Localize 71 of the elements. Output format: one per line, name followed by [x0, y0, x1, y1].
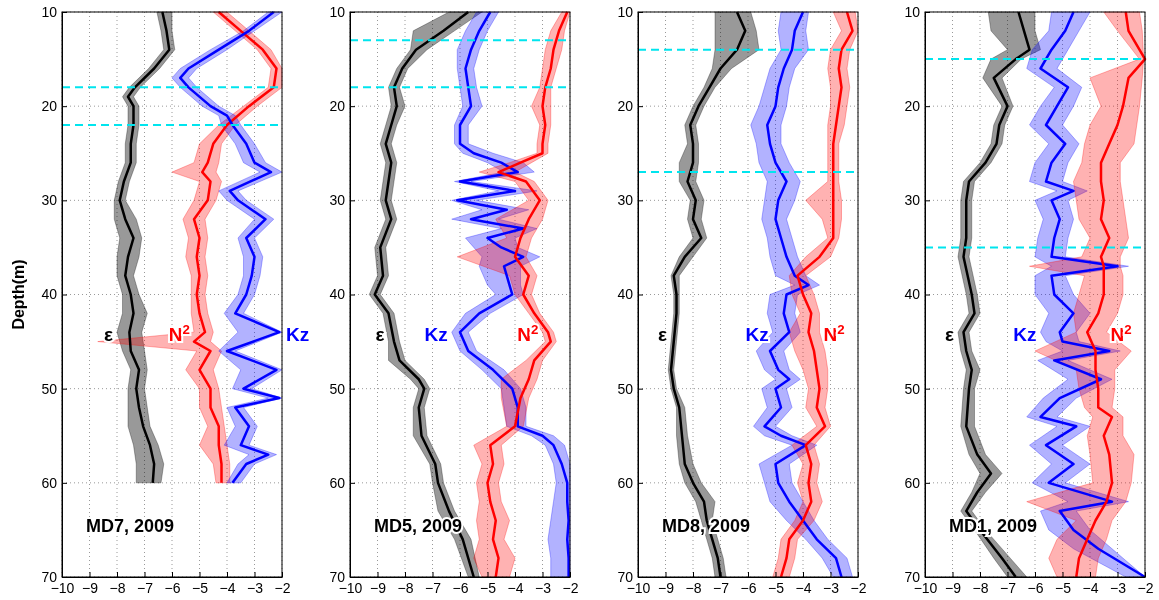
x-tick-label: −6 — [1027, 579, 1044, 596]
series-label: N$^{2}$ — [168, 321, 190, 346]
y-tick-label: 40 — [617, 286, 634, 303]
x-tick-label: −7 — [425, 579, 442, 596]
x-tick-label: −8 — [397, 579, 414, 596]
y-tick-label: 60 — [617, 474, 634, 491]
y-tick-label: 60 — [904, 474, 921, 491]
y-tick-label: 20 — [41, 98, 58, 115]
y-tick-label: 30 — [41, 192, 58, 209]
x-tick-label: −2 — [1137, 579, 1154, 596]
series-label: ε — [103, 324, 113, 346]
x-tick-label: −3 — [247, 579, 264, 596]
y-tick-label: 30 — [904, 192, 921, 209]
x-tick-label: −4 — [219, 579, 236, 596]
x-tick-label: −7 — [137, 579, 154, 596]
y-tick-label: 20 — [904, 98, 921, 115]
x-tick-label: −8 — [685, 579, 702, 596]
x-tick-label: −8 — [109, 579, 126, 596]
series-label: ε — [944, 324, 954, 346]
x-tick-label: −5 — [768, 579, 785, 596]
annotation: MD7, 2009 — [86, 516, 175, 536]
y-tick-label: 20 — [329, 98, 346, 115]
y-tick-label: 10 — [329, 3, 346, 20]
y-tick-label: 30 — [617, 192, 634, 209]
y-tick-label: 40 — [904, 286, 921, 303]
x-tick-label: −6 — [452, 579, 469, 596]
y-tick-label: 10 — [617, 3, 634, 20]
x-tick-label: −5 — [480, 579, 497, 596]
x-tick-label: −4 — [1082, 579, 1099, 596]
y-tick-label: 40 — [329, 286, 346, 303]
y-tick-label: 60 — [329, 474, 346, 491]
y-tick-label: 40 — [41, 286, 58, 303]
x-tick-label: −6 — [740, 579, 757, 596]
x-tick-label: −8 — [972, 579, 989, 596]
x-tick-label: −2 — [850, 579, 867, 596]
x-tick-label: −2 — [562, 579, 579, 596]
y-tick-label: 30 — [329, 192, 346, 209]
x-tick-label: −3 — [535, 579, 552, 596]
series-label: Kz — [424, 324, 448, 346]
y-tick-label: 50 — [904, 380, 921, 397]
y-tick-label: 10 — [41, 3, 58, 20]
x-tick-label: −4 — [795, 579, 812, 596]
y-tick-label: 50 — [41, 380, 58, 397]
x-tick-label: −7 — [1000, 579, 1017, 596]
series-label: ε — [657, 324, 667, 346]
x-tick-label: −9 — [370, 579, 387, 596]
y-axis-title: Depth(m) — [10, 259, 27, 330]
x-tick-label: −3 — [1110, 579, 1127, 596]
x-tick-label: −6 — [164, 579, 181, 596]
x-tick-label: −5 — [1055, 579, 1072, 596]
y-tick-label: 20 — [617, 98, 634, 115]
series-label: Kz — [1013, 324, 1037, 346]
x-tick-label: −4 — [507, 579, 524, 596]
series-label: ε — [375, 324, 385, 346]
series-label: N$^{2}$ — [823, 321, 845, 346]
x-tick-label: −5 — [192, 579, 209, 596]
series-label: Kz — [745, 324, 769, 346]
series-label: N$^{2}$ — [1110, 321, 1132, 346]
y-tick-label: 60 — [41, 474, 58, 491]
series-label: N$^{2}$ — [517, 321, 539, 346]
y-tick-label: 50 — [329, 380, 346, 397]
x-tick-label: −7 — [713, 579, 730, 596]
series-label: Kz — [286, 324, 310, 346]
x-tick-label: −3 — [823, 579, 840, 596]
y-tick-label: 50 — [617, 380, 634, 397]
annotation: MD8, 2009 — [662, 516, 751, 536]
x-tick-label: −9 — [945, 579, 962, 596]
y-tick-label: 10 — [904, 3, 921, 20]
x-tick-label: −2 — [274, 579, 291, 596]
x-tick-label: −9 — [82, 579, 99, 596]
x-tick-label: −9 — [658, 579, 675, 596]
